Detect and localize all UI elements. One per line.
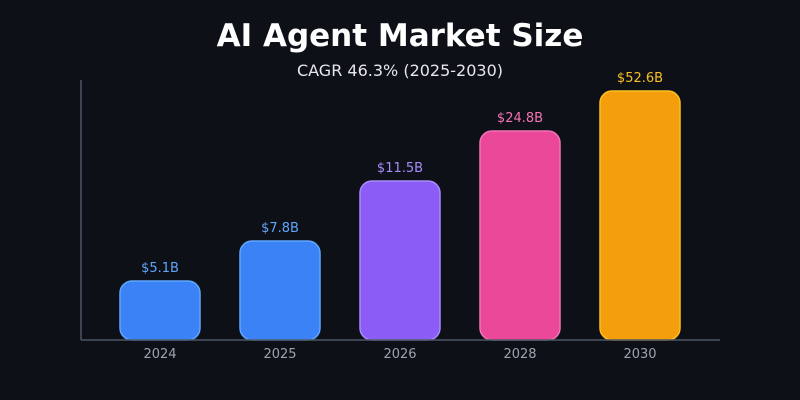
x-tick-label-2025: 2025 <box>263 347 296 362</box>
data-label-2028: $24.8B <box>497 111 543 126</box>
x-tick-label-2026: 2026 <box>383 347 416 362</box>
bar-2024 <box>119 280 201 341</box>
data-label-2026: $11.5B <box>377 161 423 176</box>
bar-2028 <box>479 130 561 341</box>
bar-2025 <box>239 240 321 341</box>
chart-title: AI Agent Market Size <box>216 18 584 54</box>
chart-subtitle: CAGR 46.3% (2025-2030) <box>296 61 504 80</box>
bar-2030 <box>599 90 681 341</box>
x-tick-label-2030: 2030 <box>623 347 656 362</box>
data-label-2024: $5.1B <box>141 261 179 276</box>
x-tick-label-2024: 2024 <box>143 347 176 362</box>
x-tick-label-2028: 2028 <box>503 347 536 362</box>
data-label-2030: $52.6B <box>617 71 663 86</box>
bar-2026 <box>359 180 441 341</box>
data-label-2025: $7.8B <box>261 221 299 236</box>
